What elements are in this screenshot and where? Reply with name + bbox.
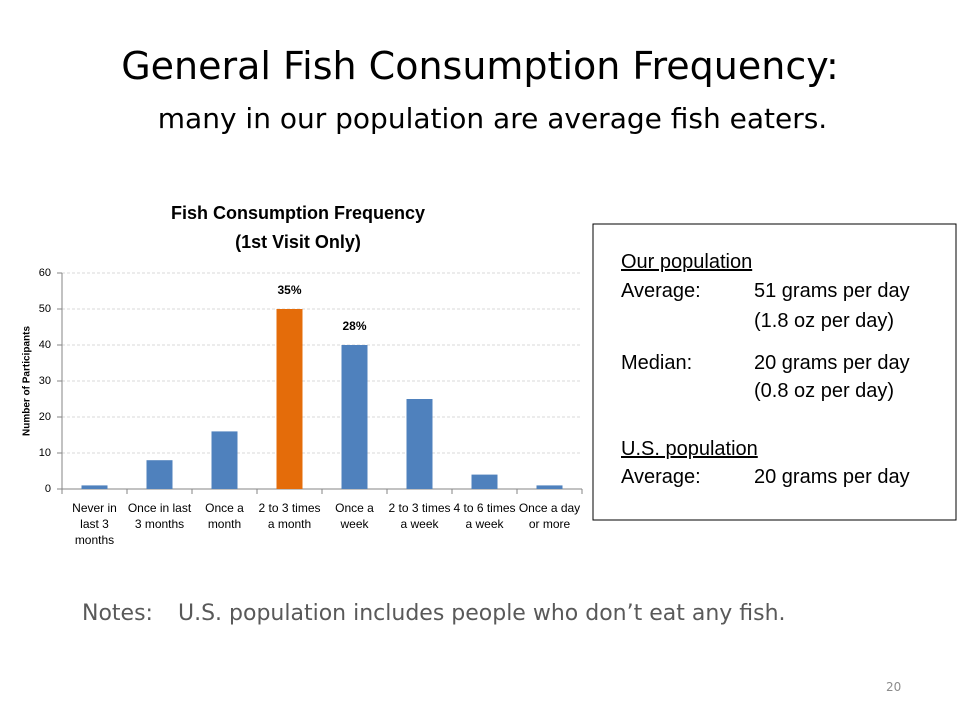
bar: [536, 485, 563, 489]
info-value: 20 grams per day: [754, 352, 910, 374]
info-value: (0.8 oz per day): [754, 380, 895, 402]
y-tick-label: 20: [39, 411, 51, 423]
chart-subtitle: (1st Visit Only): [235, 232, 361, 252]
x-tick-label: 2 to 3 times a week: [388, 501, 451, 531]
x-tick-label: Never in last 3 months: [72, 501, 117, 547]
info-heading: U.S. population: [621, 438, 758, 460]
notes-text: U.S. population includes people who don’…: [178, 601, 786, 626]
info-label: Average:: [621, 280, 701, 302]
y-tick-label: 0: [45, 483, 51, 495]
y-tick-label: 10: [39, 447, 51, 459]
info-value: 20 grams per day: [754, 466, 910, 488]
x-tick-label: Once a week: [335, 501, 374, 531]
x-tick-label: 4 to 6 times a week: [453, 501, 516, 531]
bar: [406, 399, 433, 489]
slide-title: General Fish Consumption Frequency:: [121, 44, 839, 88]
value-label: 28%: [342, 319, 366, 333]
y-axis-label: Number of Participants: [22, 326, 33, 436]
slide-subtitle: many in our population are average fish …: [157, 102, 828, 135]
y-tick-label: 40: [39, 339, 51, 351]
x-tick-label: Once a day or more: [518, 501, 581, 531]
info-heading: Our population: [621, 251, 753, 273]
bar: [471, 474, 498, 489]
bar: [341, 345, 368, 489]
x-tick-label: Once in last 3 months: [127, 501, 192, 531]
x-tick-label: 2 to 3 times a month: [258, 501, 321, 531]
bar: [276, 309, 303, 489]
info-value: (1.8 oz per day): [754, 310, 895, 332]
bar: [146, 460, 173, 489]
info-label: Median:: [621, 352, 693, 374]
bar: [211, 431, 238, 489]
info-label: Average:: [621, 466, 701, 488]
bar: [81, 485, 108, 489]
chart-title: Fish Consumption Frequency: [171, 203, 425, 223]
notes-label: Notes:: [82, 601, 153, 626]
x-tick-label: Once a month: [205, 501, 244, 531]
page-number: 20: [886, 680, 902, 694]
y-tick-label: 50: [39, 303, 51, 315]
y-tick-label: 60: [39, 267, 51, 279]
y-tick-label: 30: [39, 375, 51, 387]
value-label: 35%: [277, 283, 301, 297]
info-box: [592, 223, 957, 521]
info-value: 51 grams per day: [754, 280, 910, 302]
